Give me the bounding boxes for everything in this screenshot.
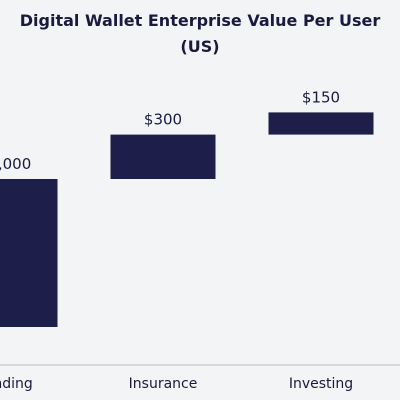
bar-lending: [0, 179, 58, 327]
category-label-investing: Investing: [289, 376, 353, 392]
category-label-lending: Lending: [0, 376, 33, 392]
value-label-insurance: $300: [144, 111, 182, 129]
chart-title-line-2: (US): [180, 37, 220, 56]
bar-insurance: [110, 134, 216, 179]
chart-title: Digital Wallet Enterprise Value Per User…: [0, 8, 400, 60]
category-label-insurance: Insurance: [129, 376, 198, 392]
value-label-investing: $150: [302, 88, 340, 106]
chart-title-line-1: Digital Wallet Enterprise Value Per User: [19, 11, 381, 30]
bar-investing: [268, 112, 374, 135]
value-label-lending: $1,000: [0, 155, 31, 173]
